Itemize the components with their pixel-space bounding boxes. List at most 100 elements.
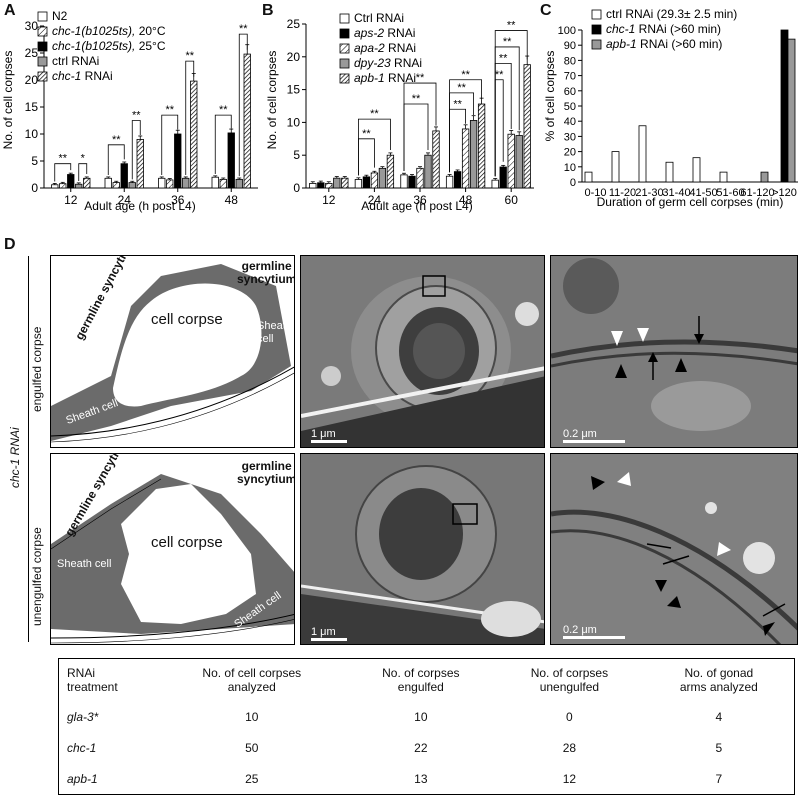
- y-tick-label: 80: [564, 55, 576, 67]
- scalebar-1um-b-label: 1 μm: [311, 626, 336, 638]
- significance-bracket: [107, 144, 125, 176]
- legend-swatch: [591, 24, 602, 35]
- x-tick-label: 12: [64, 193, 78, 207]
- y-tick-label: 30: [25, 19, 39, 33]
- y-tick-label: 25: [25, 46, 39, 60]
- schem2-corpse: cell corpse: [151, 534, 223, 551]
- significance-label: *: [81, 153, 86, 165]
- significance-bracket: [403, 103, 429, 171]
- chart-a-xlabel: Adult age (h post L4): [84, 199, 195, 213]
- bar: [136, 138, 144, 189]
- table-cell: 7: [715, 771, 723, 786]
- y-tick-label: 100: [558, 25, 576, 37]
- bar: [51, 184, 59, 189]
- table-header: No. of corpses engulfed: [382, 666, 460, 694]
- schem1-corpse: cell corpse: [151, 311, 223, 328]
- bar: [515, 135, 523, 189]
- bar: [243, 53, 251, 189]
- chart-b-ylabel: No. of cell corpses: [265, 51, 279, 150]
- x-tick-label: 51-60: [716, 187, 744, 199]
- bar: [719, 171, 728, 183]
- table-cell: 12: [562, 771, 577, 786]
- table-header: RNAi treatment: [67, 666, 118, 694]
- y-tick-label: 20: [287, 50, 301, 64]
- table-cell: 28: [562, 740, 577, 755]
- bar: [453, 171, 462, 189]
- bar: [584, 171, 593, 183]
- bar: [341, 177, 349, 189]
- legend-label: dpy-23 RNAi: [354, 56, 422, 70]
- significance-bracket: [358, 138, 375, 176]
- bar: [692, 157, 701, 183]
- bar: [104, 177, 112, 189]
- row-label-unengulfed: unengulfed corpse: [30, 527, 44, 626]
- table-cell: chc-1: [67, 740, 97, 755]
- x-tick-label: 61-120: [740, 187, 774, 199]
- scalebar-02um-b-label: 0.2 μm: [563, 624, 597, 636]
- bar: [59, 183, 67, 189]
- bar: [219, 178, 227, 189]
- legend-swatch: [591, 9, 602, 20]
- y-tick-label: 5: [293, 148, 300, 162]
- bar: [408, 175, 416, 189]
- significance-bracket: [161, 114, 179, 176]
- legend-swatch: [37, 71, 48, 82]
- bar: [499, 166, 507, 189]
- table-header: No. of gonad arms analyzed: [679, 666, 758, 694]
- table-cell: 0: [566, 709, 573, 724]
- y-tick-label: 25: [287, 17, 301, 31]
- bar: [325, 183, 333, 189]
- bar: [370, 172, 379, 189]
- y-tick-label: 15: [25, 100, 39, 114]
- bar: [523, 64, 531, 189]
- panel-letter-a: A: [4, 2, 16, 19]
- em-high-engulfed: 0.2 μm: [550, 255, 798, 448]
- panel-letter-b: B: [262, 2, 274, 19]
- legend-label: ctrl RNAi (29.3± 2.5 min): [606, 7, 737, 21]
- bar: [211, 176, 219, 189]
- x-tick-label: 12: [322, 193, 336, 207]
- bar: [362, 176, 371, 189]
- significance-label: **: [495, 69, 504, 81]
- schem1-germline-top: germline syncytium: [237, 259, 295, 286]
- bar: [386, 154, 395, 189]
- x-tick-label: 24: [118, 193, 132, 207]
- scalebar-02um-a-label: 0.2 μm: [563, 428, 597, 440]
- bar: [665, 161, 674, 183]
- bar: [120, 163, 128, 189]
- y-tick-label: 0: [31, 181, 38, 195]
- scalebar-02um-a: 0.2 μm: [563, 428, 625, 443]
- significance-label: **: [362, 128, 371, 140]
- legend-label: chc-1 RNAi: [52, 69, 113, 83]
- scalebar-02um-b: 0.2 μm: [563, 624, 625, 639]
- significance-bracket: [54, 163, 72, 182]
- scalebar-1um-a: 1 μm: [311, 428, 347, 443]
- panel-letter-c: C: [540, 2, 552, 19]
- bar: [787, 38, 796, 183]
- bar: [611, 151, 620, 183]
- y-tick-label: 50: [564, 101, 576, 113]
- bar: [190, 80, 198, 189]
- significance-label: **: [507, 20, 516, 32]
- summary-table: RNAi treatment No. of cell corpses analy…: [58, 658, 795, 795]
- table-header-row: RNAi treatment No. of cell corpses analy…: [59, 659, 795, 702]
- significance-label: **: [503, 36, 512, 48]
- em-low-engulfed: 1 μm: [300, 255, 545, 448]
- em-low-engulfed-image: [301, 256, 544, 447]
- legend-label: apb-1 RNAi: [354, 71, 416, 85]
- side-bracket-line: [28, 256, 29, 642]
- schematic-engulfed: germline syncytium germline syncytium ce…: [50, 255, 295, 448]
- bar: [182, 177, 190, 189]
- bar: [354, 179, 363, 189]
- significance-label: **: [461, 69, 470, 81]
- bar: [83, 177, 91, 189]
- y-tick-label: 10: [25, 127, 39, 141]
- legend-swatch: [339, 73, 350, 84]
- table-header: No. of corpses unengulfed: [530, 666, 609, 694]
- x-tick-label: 60: [505, 193, 519, 207]
- bar: [67, 174, 75, 189]
- table-cell: 50: [245, 740, 259, 755]
